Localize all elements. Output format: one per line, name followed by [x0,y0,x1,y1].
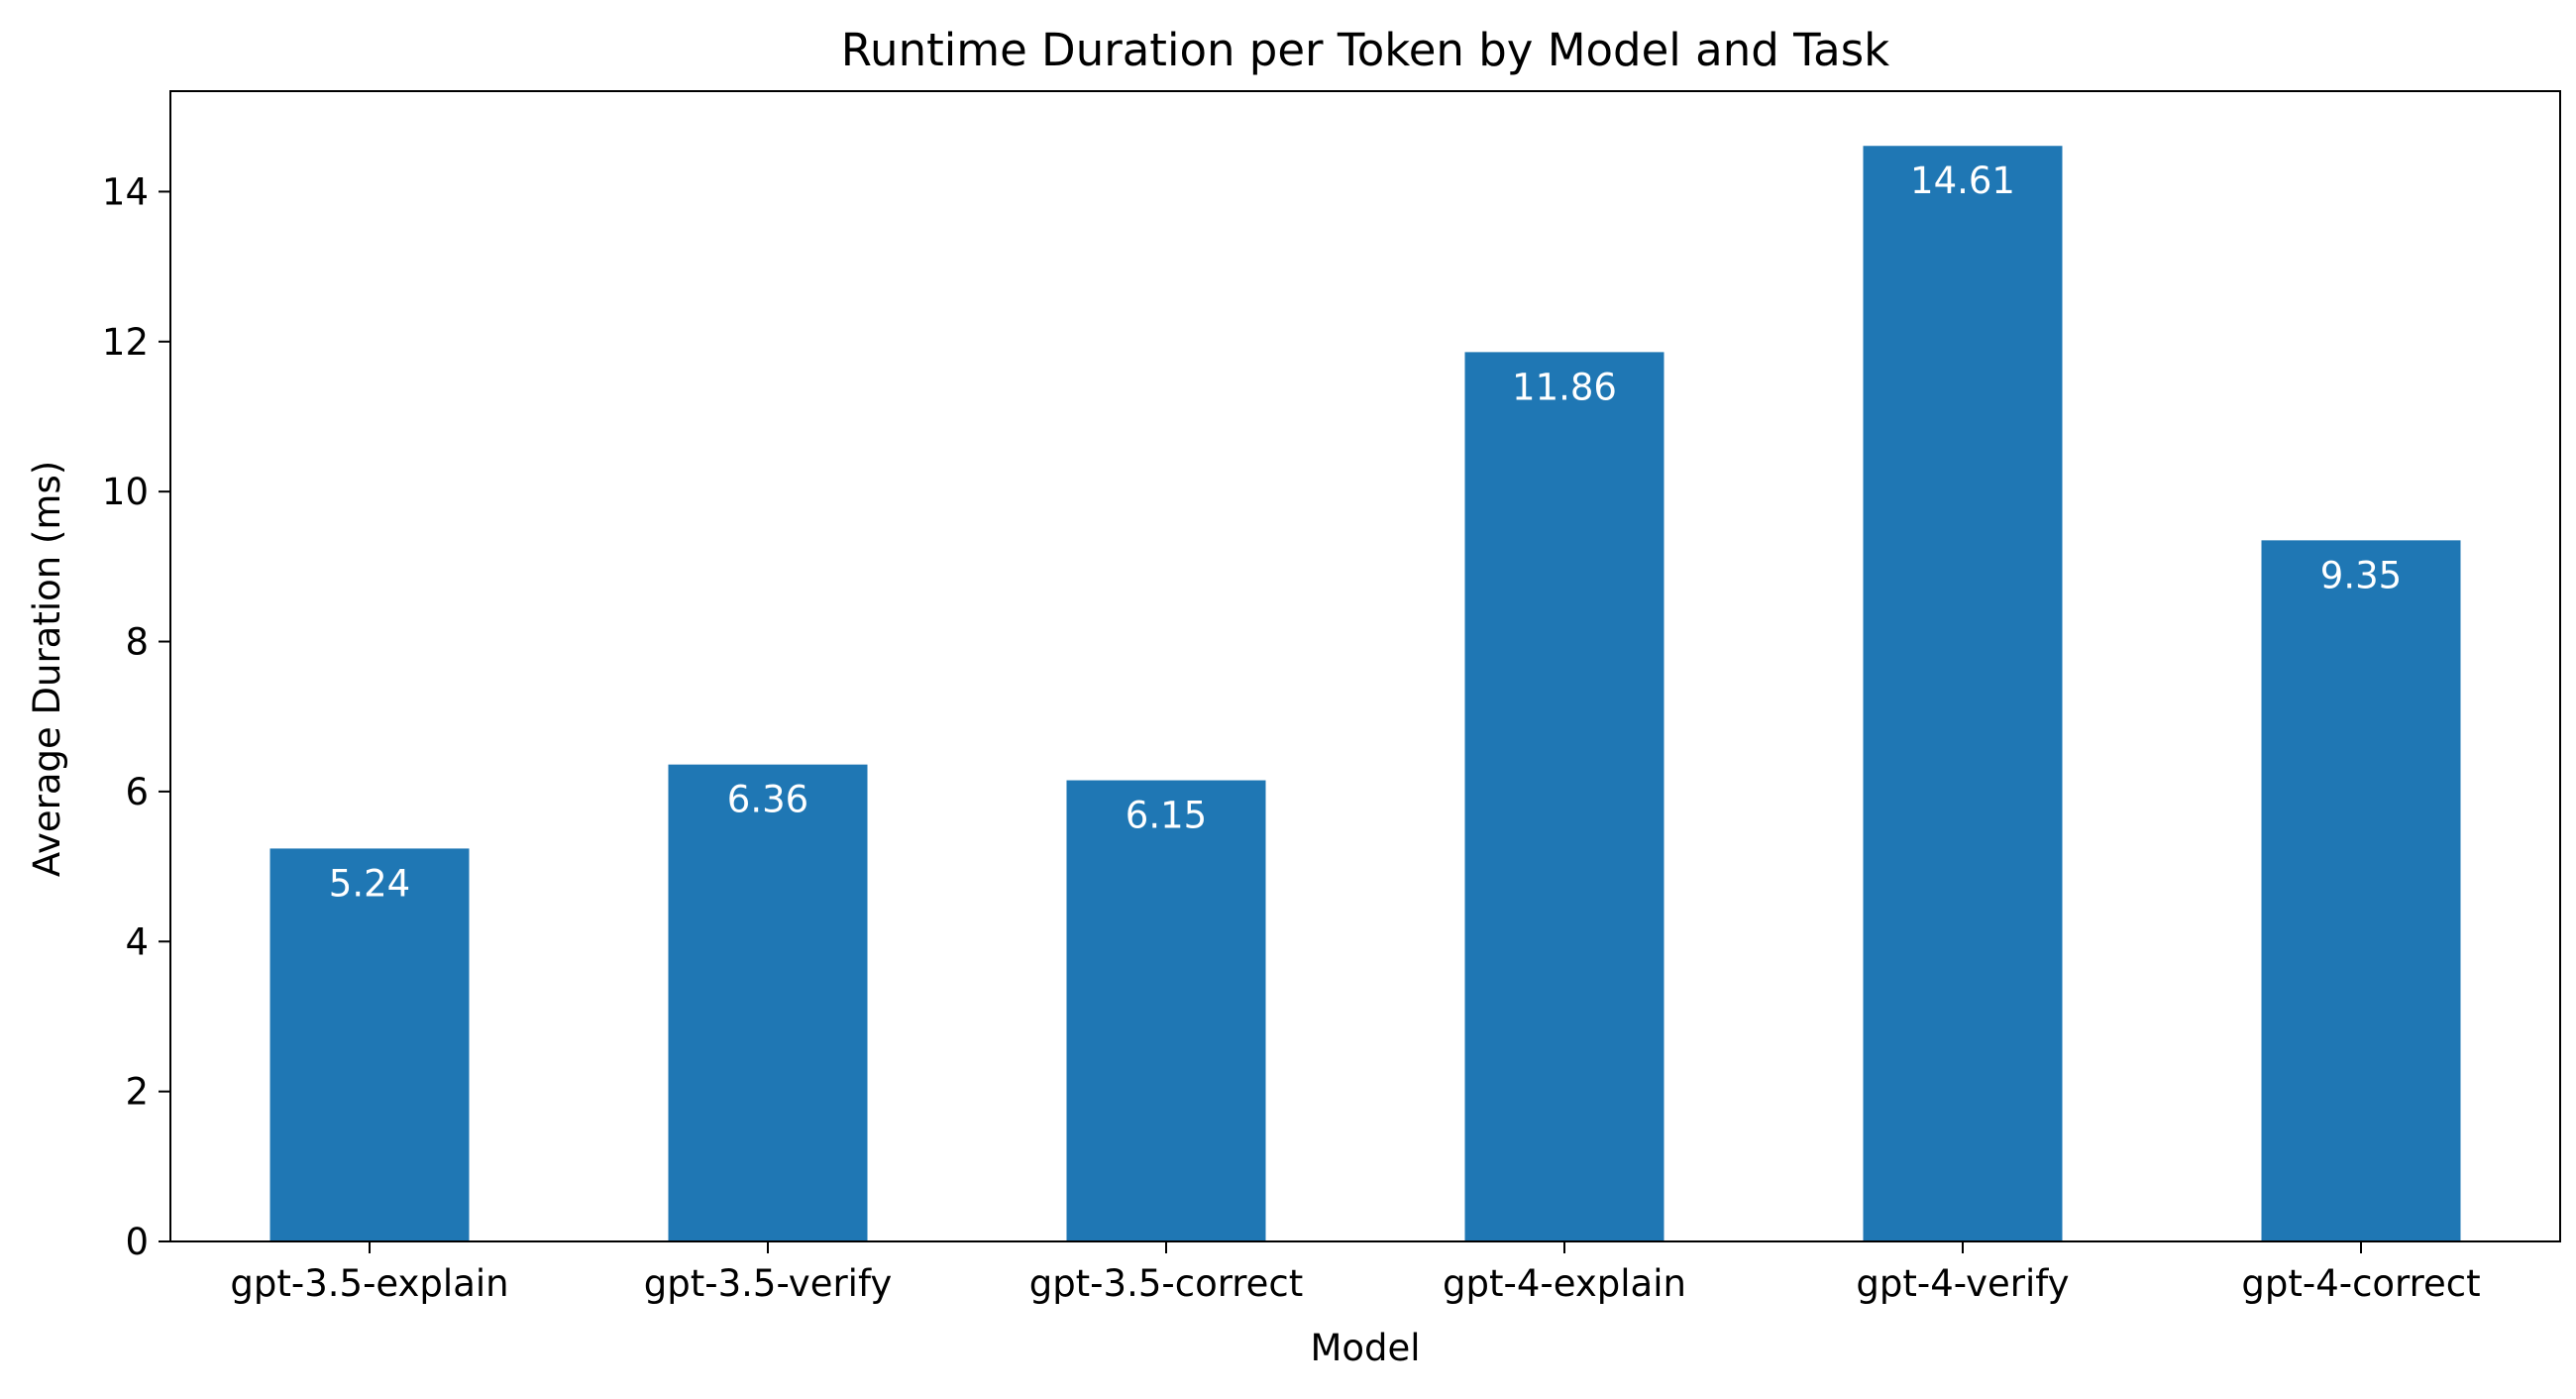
x-tick-label: gpt-3.5-correct [1029,1262,1304,1305]
bar-gpt-3.5-explain [269,848,470,1241]
y-axis-title: Average Duration (ms) [26,461,68,877]
bar-value-label: 9.35 [2320,554,2402,596]
bar-gpt-4-explain [1464,352,1664,1241]
y-tick-label: 0 [125,1221,149,1263]
bar-gpt-4-verify [1863,146,2063,1242]
bars-layer: 5.24 6.36 6.15 11.86 14.61 9.35 [269,146,2461,1242]
x-tick-label: gpt-3.5-explain [230,1262,508,1305]
bar-value-label: 11.86 [1512,366,1617,408]
bar-value-label: 6.36 [727,779,808,821]
bar-gpt-4-correct [2261,540,2461,1241]
x-tick-label: gpt-3.5-verify [644,1262,892,1305]
bar-value-label: 5.24 [329,862,410,905]
y-tick-label: 2 [125,1071,149,1114]
bar-value-label: 6.15 [1126,795,1207,837]
x-axis-title: Model [1310,1327,1420,1369]
x-tick-label: gpt-4-verify [1856,1262,2069,1305]
chart-title: Runtime Duration per Token by Model and … [841,24,1889,76]
y-tick-label: 8 [125,621,149,664]
axes-layer: gpt-3.5-explain gpt-3.5-verify gpt-3.5-cor… [102,90,2561,1305]
y-tick-label: 6 [125,771,149,813]
y-tick-label: 4 [125,920,149,963]
plot-frame [169,90,2561,1242]
y-tick-label: 14 [102,170,149,213]
y-tick-label: 12 [102,321,149,364]
x-tick-label: gpt-4-explain [1443,1262,1686,1305]
bar-gpt-3.5-correct [1066,780,1266,1241]
bar-value-label: 14.61 [1910,160,2015,202]
y-tick-label: 10 [102,471,149,513]
x-tick-label: gpt-4-correct [2241,1262,2480,1305]
bar-gpt-3.5-verify [668,764,868,1241]
